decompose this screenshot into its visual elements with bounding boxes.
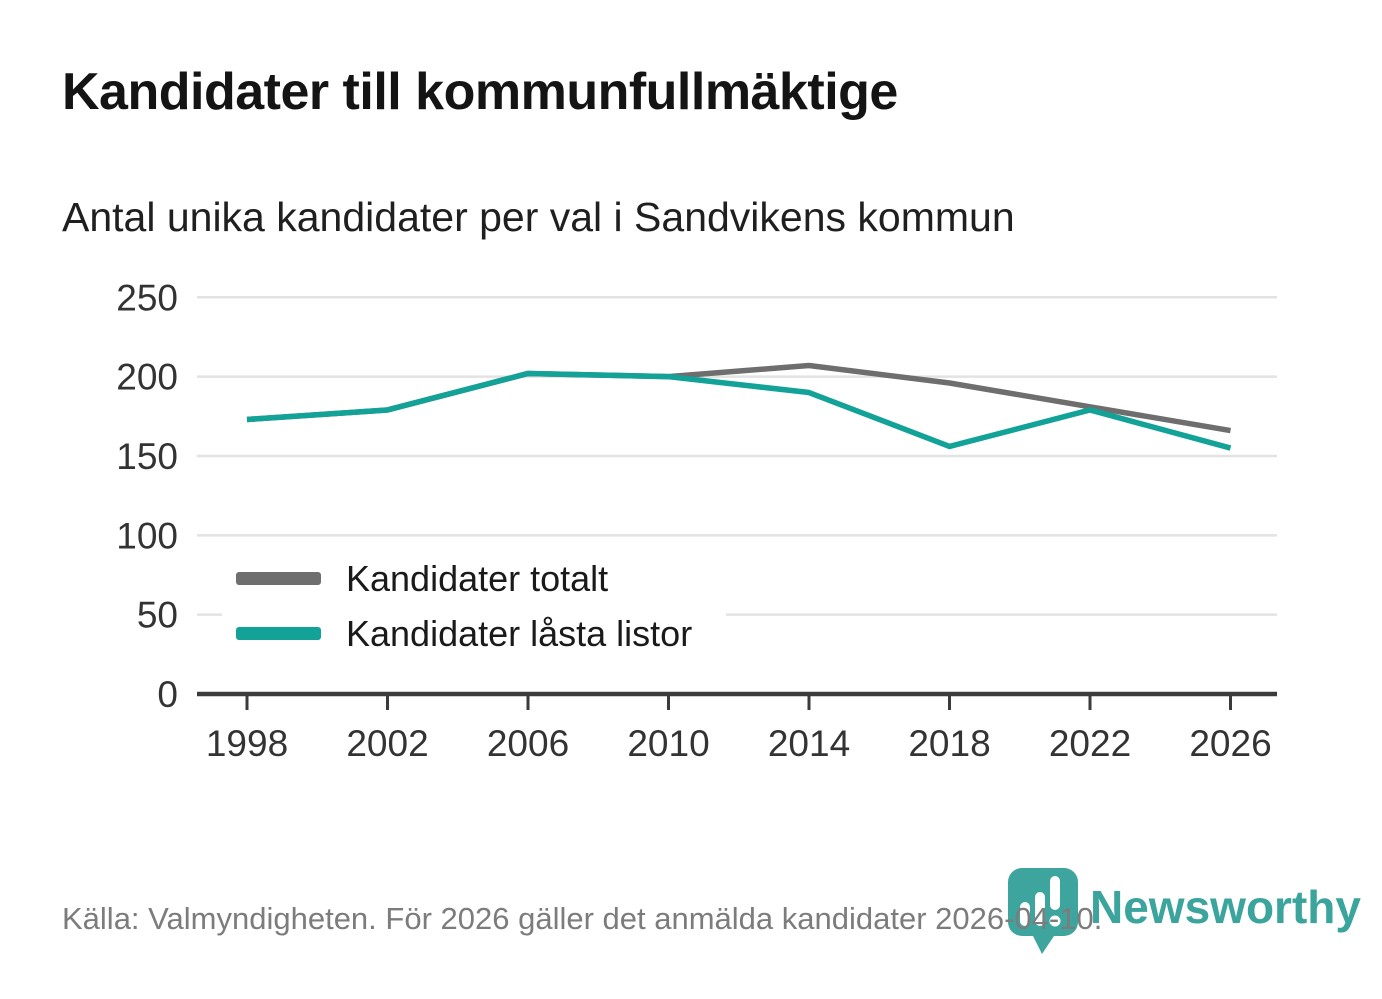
y-tick-label: 50	[137, 595, 178, 636]
chart-legend: Kandidater totalt Kandidater låsta listo…	[222, 551, 727, 661]
x-tick-label: 2022	[1049, 723, 1131, 764]
page-title: Kandidater till kommunfullmäktige	[62, 63, 898, 121]
x-tick-label: 2006	[487, 723, 569, 764]
newsworthy-pin-icon	[1008, 868, 1078, 954]
y-tick-label: 200	[116, 357, 178, 398]
legend-swatch-locked-icon	[236, 627, 321, 640]
x-tick-label: 1998	[206, 723, 288, 764]
pin-bar-tall	[1050, 876, 1060, 910]
x-tick-label: 2026	[1189, 723, 1271, 764]
series-line-kandidater-totalt	[246, 362, 1231, 434]
newsworthy-logo: Newsworthy	[1006, 864, 1361, 960]
y-tick-label: 250	[116, 277, 178, 318]
legend-item-locked: Kandidater låsta listor	[236, 606, 692, 661]
x-tick-label: 2002	[346, 723, 428, 764]
pin-dot	[1049, 915, 1061, 927]
legend-swatch-total-icon	[236, 572, 321, 585]
pin-bar-medium	[1035, 892, 1045, 926]
legend-item-total: Kandidater totalt	[236, 551, 692, 606]
chart-subtitle: Antal unika kandidater per val i Sandvik…	[62, 194, 1015, 240]
x-tick-label: 2018	[908, 723, 990, 764]
legend-label-total: Kandidater totalt	[346, 557, 609, 599]
x-tick-label: 2010	[627, 723, 709, 764]
y-tick-label: 100	[116, 515, 178, 556]
series-line-kandidater-l-sta-listor	[246, 370, 1232, 451]
brand-wordmark: Newsworthy	[1090, 881, 1361, 933]
source-note: Källa: Valmyndigheten. För 2026 gäller d…	[62, 901, 1103, 936]
pin-bar-short	[1020, 902, 1030, 926]
legend-label-locked: Kandidater låsta listor	[346, 612, 693, 654]
y-tick-label: 150	[116, 436, 178, 477]
y-tick-label: 0	[157, 674, 178, 715]
x-tick-label: 2014	[768, 723, 850, 764]
